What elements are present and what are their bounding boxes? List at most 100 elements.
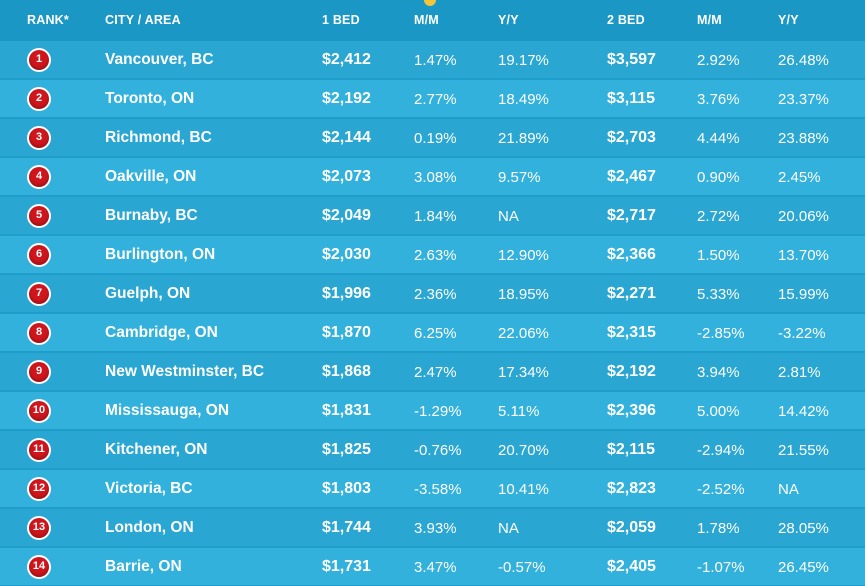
rank-badge-circle: 14 [29, 557, 49, 577]
two-bed-yy-change: 23.88% [778, 130, 829, 147]
table-row: 3 Richmond, BC $2,144 0.19% 21.89% $2,703 4.44… [0, 119, 865, 156]
two-bed-mm-change: 4.44% [697, 130, 740, 147]
rank-number: 3 [35, 131, 43, 143]
table-row: 13 London, ON $1,744 3.93% NA $2,059 1.78% 28.0… [0, 509, 865, 546]
two-bed-yy-change: 26.45% [778, 559, 829, 576]
city-name: Kitchener, ON [105, 441, 208, 458]
rank-number: 13 [32, 521, 46, 533]
rank-badge: 5 [27, 204, 51, 228]
one-bed-yy-change: 10.41% [498, 481, 549, 498]
rank-badge: 2 [27, 87, 51, 111]
one-bed-price: $2,049 [322, 207, 371, 224]
one-bed-mm-change: 2.63% [414, 247, 457, 264]
one-bed-yy-change: 21.89% [498, 130, 549, 147]
one-bed-price: $2,030 [322, 246, 371, 263]
two-bed-yy-change: 2.81% [778, 364, 821, 381]
table-header: RANK* CITY / AREA 1 BED M/M Y/Y 2 BED M/… [0, 0, 865, 41]
two-bed-mm-change: 2.72% [697, 208, 740, 225]
rank-badge-circle: 2 [29, 89, 49, 109]
rank-badge-circle: 12 [29, 479, 49, 499]
rank-badge: 14 [27, 555, 51, 579]
one-bed-yy-change: 22.06% [498, 325, 549, 342]
table-row: 5 Burnaby, BC $2,049 1.84% NA $2,717 2.72% 20.0… [0, 197, 865, 234]
table-row: 8 Cambridge, ON $1,870 6.25% 22.06% $2,315 -2.… [0, 314, 865, 351]
rank-number: 14 [32, 560, 46, 572]
rank-badge-circle: 8 [29, 323, 49, 343]
one-bed-yy-change: 19.17% [498, 52, 549, 69]
two-bed-yy-change: 2.45% [778, 169, 821, 186]
rank-badge-circle: 4 [29, 167, 49, 187]
rank-badge-circle: 3 [29, 128, 49, 148]
two-bed-mm-change: -2.85% [697, 325, 745, 342]
city-name: Victoria, BC [105, 480, 193, 497]
rank-number: 11 [33, 443, 45, 455]
header-rank: RANK* [27, 13, 69, 27]
one-bed-price: $1,996 [322, 285, 371, 302]
table-row: 12 Victoria, BC $1,803 -3.58% 10.41% $2,823 -2… [0, 470, 865, 507]
rank-badge: 9 [27, 360, 51, 384]
one-bed-mm-change: 1.47% [414, 52, 457, 69]
rank-number: 5 [35, 209, 43, 221]
two-bed-yy-change: 15.99% [778, 286, 829, 303]
two-bed-yy-change: -3.22% [778, 325, 826, 342]
rank-badge-circle: 9 [29, 362, 49, 382]
one-bed-mm-change: 0.19% [414, 130, 457, 147]
city-name: Oakville, ON [105, 168, 197, 185]
one-bed-mm-change: 6.25% [414, 325, 457, 342]
one-bed-mm-change: 1.84% [414, 208, 457, 225]
rank-badge: 3 [27, 126, 51, 150]
two-bed-price: $2,823 [607, 480, 656, 497]
two-bed-price: $3,115 [607, 90, 656, 107]
rank-badge: 1 [27, 48, 51, 72]
one-bed-price: $1,803 [322, 480, 371, 497]
city-name: Toronto, ON [105, 90, 195, 107]
two-bed-price: $2,405 [607, 558, 656, 575]
table-row: 6 Burlington, ON $2,030 2.63% 12.90% $2,366 1.… [0, 236, 865, 273]
city-name: London, ON [105, 519, 194, 536]
rank-badge-circle: 13 [29, 518, 49, 538]
table-row: 2 Toronto, ON $2,192 2.77% 18.49% $3,115 3.76%… [0, 80, 865, 117]
one-bed-mm-change: 3.93% [414, 520, 457, 537]
rank-badge: 7 [27, 282, 51, 306]
rank-badge: 12 [27, 477, 51, 501]
one-bed-mm-change: 2.77% [414, 91, 457, 108]
two-bed-mm-change: -2.94% [697, 442, 745, 459]
rank-number: 8 [35, 326, 43, 338]
one-bed-price: $2,412 [322, 51, 371, 68]
header-1-bed-yy: Y/Y [498, 13, 519, 27]
one-bed-yy-change: -0.57% [498, 559, 546, 576]
one-bed-price: $1,731 [322, 558, 371, 575]
two-bed-mm-change: 5.33% [697, 286, 740, 303]
one-bed-price: $1,825 [322, 441, 371, 458]
rank-badge: 4 [27, 165, 51, 189]
header-2-bed-yy: Y/Y [778, 13, 799, 27]
two-bed-price: $2,059 [607, 519, 656, 536]
city-name: Burnaby, BC [105, 207, 198, 224]
table-row: 7 Guelph, ON $1,996 2.36% 18.95% $2,271 5.33% 1… [0, 275, 865, 312]
two-bed-mm-change: 3.76% [697, 91, 740, 108]
header-1-bed: 1 BED [322, 13, 360, 27]
two-bed-yy-change: 20.06% [778, 208, 829, 225]
rank-badge: 6 [27, 243, 51, 267]
table-row: 4 Oakville, ON $2,073 3.08% 9.57% $2,467 0.90%… [0, 158, 865, 195]
one-bed-price: $1,868 [322, 363, 371, 380]
two-bed-price: $2,115 [607, 441, 656, 458]
one-bed-yy-change: 18.95% [498, 286, 549, 303]
two-bed-mm-change: 5.00% [697, 403, 740, 420]
table-row: 9 New Westminster, BC $1,868 2.47% 17.34% $2,… [0, 353, 865, 390]
city-name: Richmond, BC [105, 129, 212, 146]
two-bed-mm-change: 3.94% [697, 364, 740, 381]
table-row: 14 Barrie, ON $1,731 3.47% -0.57% $2,405 -1.07… [0, 548, 865, 585]
two-bed-price: $3,597 [607, 51, 656, 68]
two-bed-price: $2,192 [607, 363, 656, 380]
rank-number: 9 [35, 365, 43, 377]
rank-number: 1 [35, 53, 43, 65]
table-row: 11 Kitchener, ON $1,825 -0.76% 20.70% $2,115 -… [0, 431, 865, 468]
one-bed-mm-change: -1.29% [414, 403, 462, 420]
city-name: New Westminster, BC [105, 363, 265, 380]
rank-number: 12 [32, 482, 46, 494]
rank-badge-circle: 11 [29, 440, 49, 460]
two-bed-price: $2,396 [607, 402, 656, 419]
header-marker-dot [424, 0, 436, 6]
